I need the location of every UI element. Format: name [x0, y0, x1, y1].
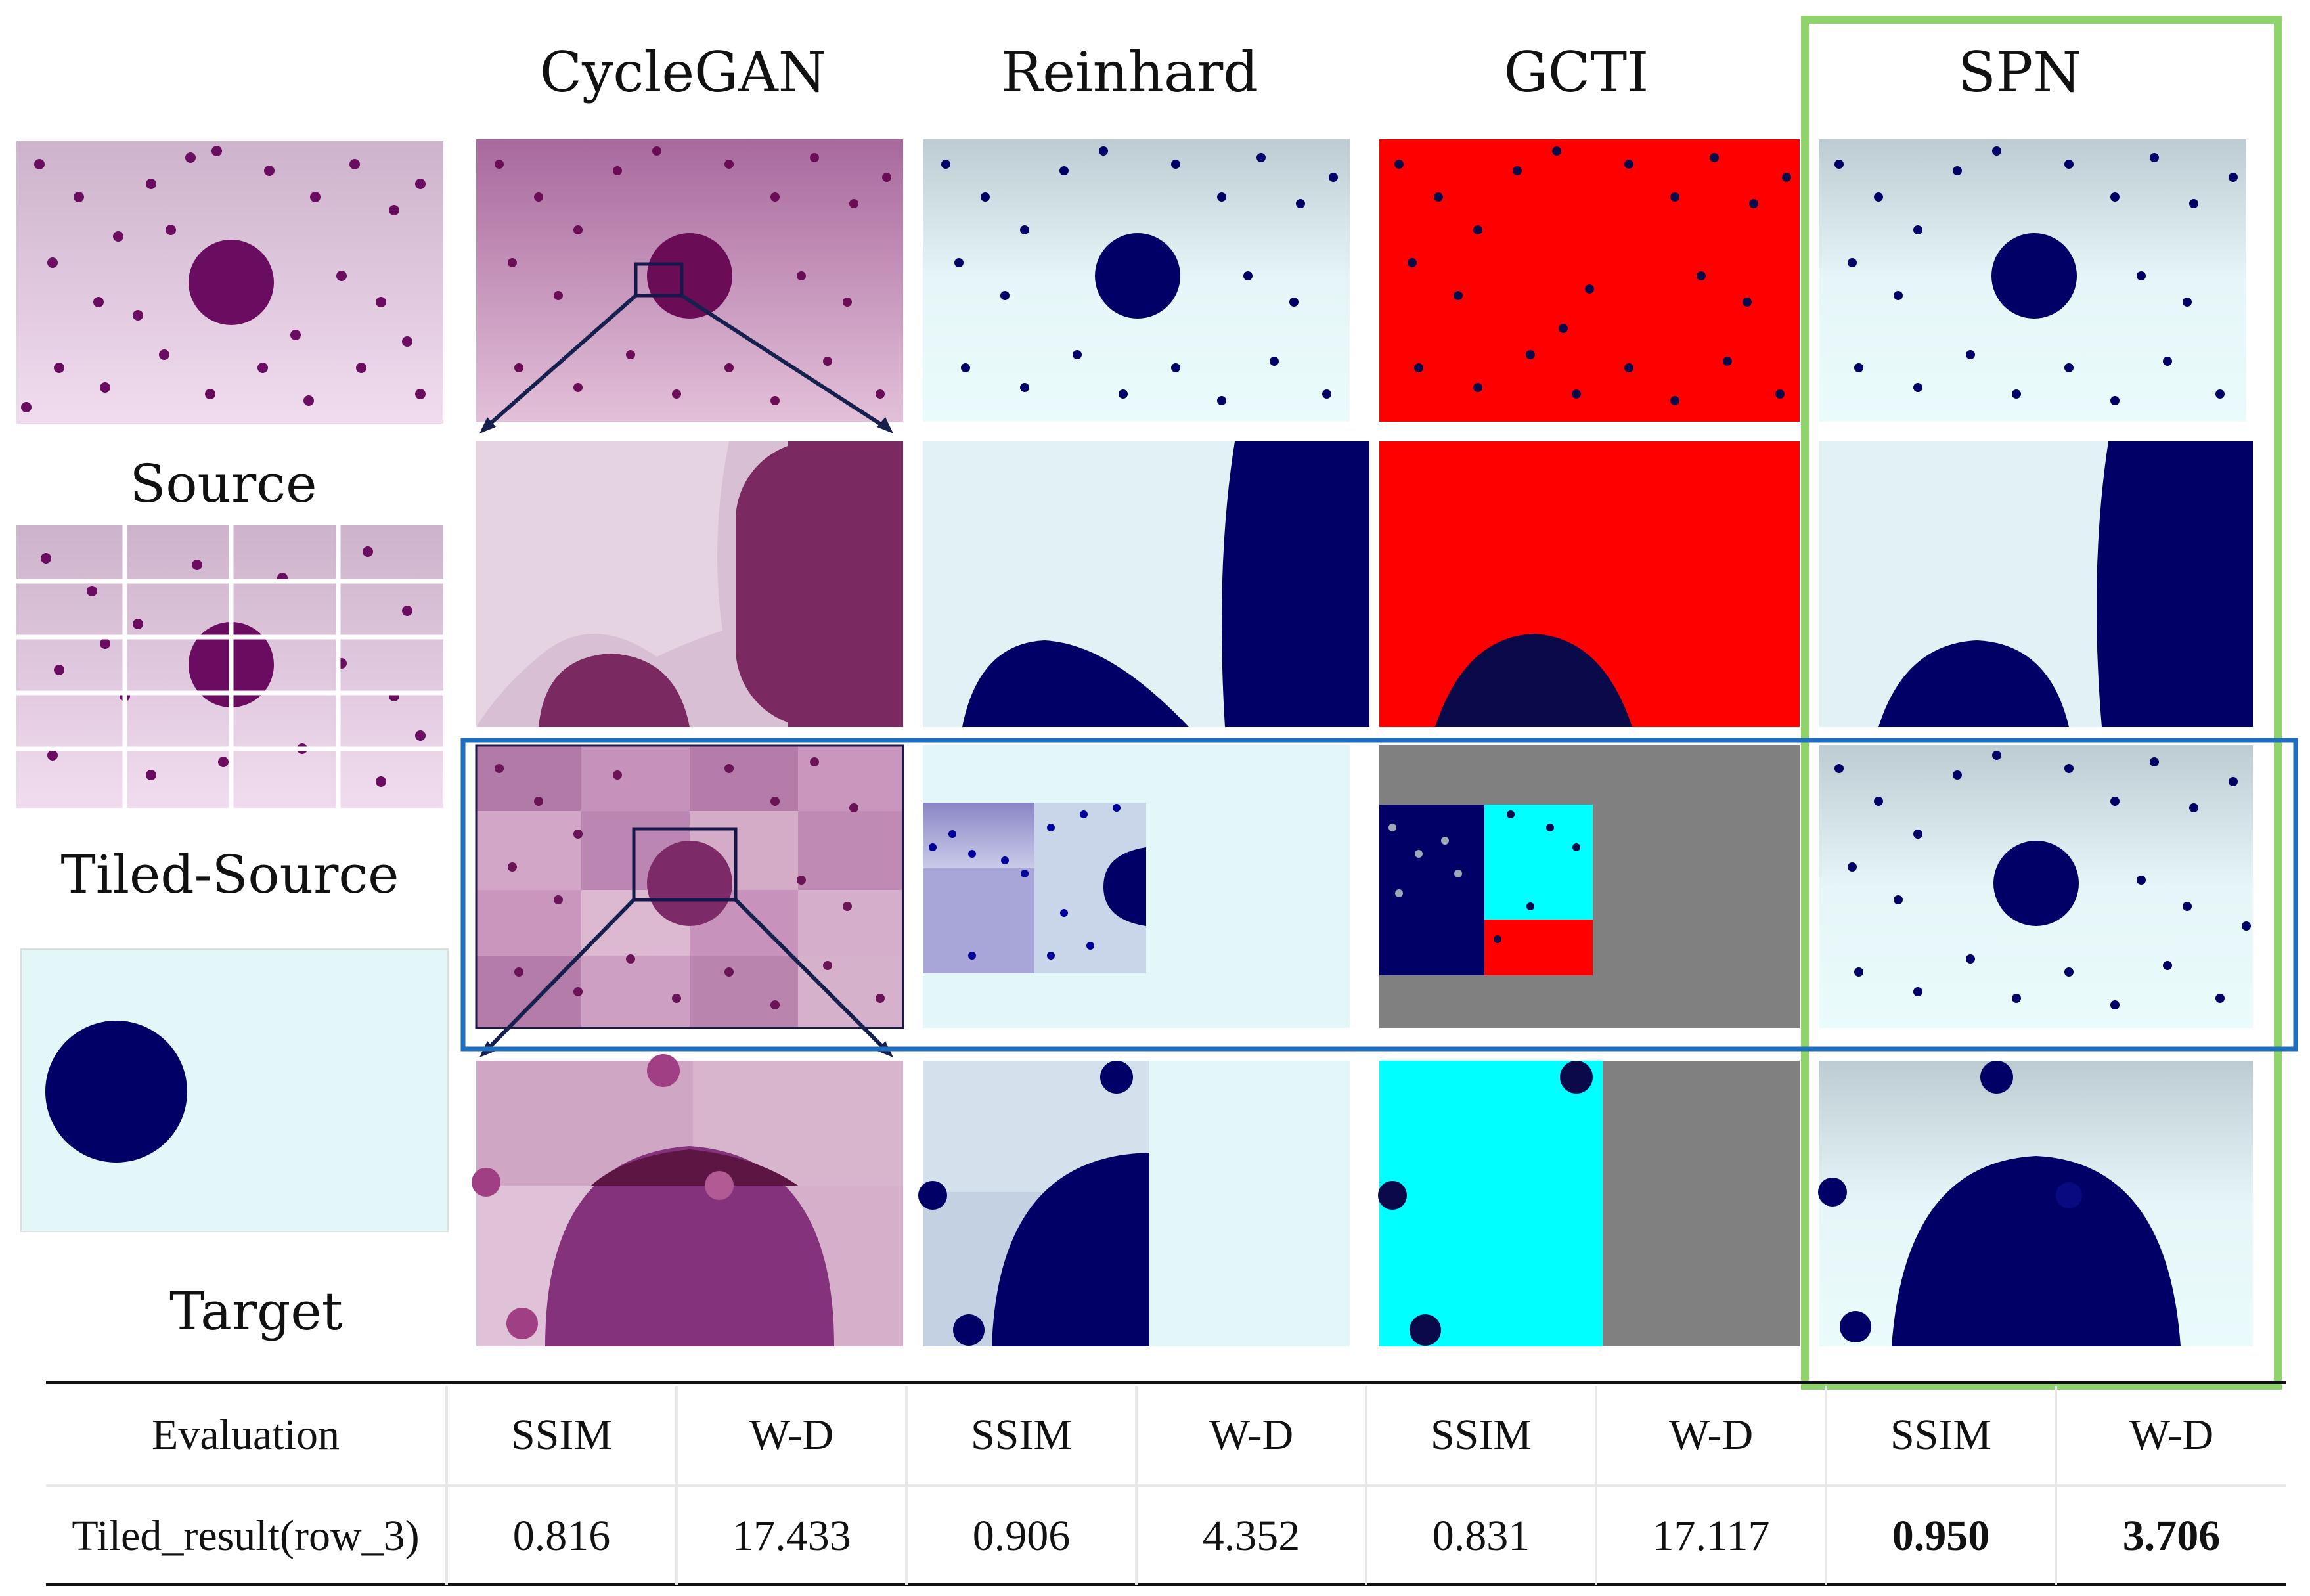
target-image [20, 948, 449, 1232]
reinhard-row2-zoom [923, 441, 1369, 727]
label-tiled-source: Tiled-Source [60, 844, 399, 905]
column-title-gcti: GCTI [1353, 26, 1800, 118]
column-title-reinhard: Reinhard [906, 26, 1353, 118]
cyclegan-wd-value: 17.433 [677, 1486, 908, 1585]
spn-row4-zoom [1818, 1061, 2253, 1346]
source-image [16, 141, 443, 424]
reinhard-row3-tiled [923, 745, 1350, 1028]
header-reinhard-ssim: SSIM [906, 1386, 1138, 1487]
header-gcti-ssim: SSIM [1366, 1386, 1597, 1487]
label-target: Target [169, 1281, 343, 1342]
spn-row3-tiled [1819, 745, 2253, 1028]
gcti-wd-value: 17.117 [1596, 1486, 1827, 1585]
tiled-source-image [16, 525, 443, 808]
reinhard-row4-zoom [918, 1061, 1350, 1346]
header-evaluation: Evaluation [46, 1386, 448, 1487]
header-spn-wd: W-D [2056, 1386, 2286, 1487]
header-spn-ssim: SSIM [1826, 1386, 2057, 1487]
source-dots [21, 146, 426, 412]
reinhard-ssim-value: 0.906 [906, 1486, 1138, 1585]
zoom-arrows [481, 294, 892, 1056]
gcti-row3-tiled [1379, 745, 1800, 1028]
column-title-spn: SPN [1813, 26, 2227, 118]
tile-grid-lines [16, 525, 443, 808]
metrics-table: Evaluation SSIM W-D SSIM W-D SSIM W-D SS… [46, 1386, 2286, 1585]
header-cyclegan-wd: W-D [677, 1386, 908, 1487]
reinhard-wd-value: 4.352 [1136, 1486, 1367, 1585]
cyclegan-ssim-value: 0.816 [447, 1486, 678, 1585]
header-cyclegan-ssim: SSIM [447, 1386, 678, 1487]
header-gcti-wd: W-D [1596, 1386, 1827, 1487]
spn-row2-zoom [1819, 441, 2253, 727]
label-source: Source [129, 453, 317, 514]
gcti-ssim-value: 0.831 [1366, 1486, 1597, 1585]
header-reinhard-wd: W-D [1136, 1386, 1367, 1487]
table-result-row: Tiled_result(row_3) 0.816 17.433 0.906 4… [46, 1486, 2286, 1585]
spn-row1 [1819, 139, 2246, 422]
spn-ssim-value: 0.950 [1826, 1486, 2057, 1585]
spn-wd-value: 3.706 [2122, 1512, 2221, 1560]
reinhard-row1 [923, 139, 1350, 422]
gcti-row1 [1379, 139, 1800, 422]
cyclegan-row4-zoom [472, 1054, 903, 1346]
gcti-row4-zoom [1378, 1061, 1800, 1346]
table-top-rule [46, 1381, 2286, 1384]
gcti-row2-zoom [1379, 441, 1800, 727]
cyclegan-row2-zoom [476, 441, 903, 727]
tiled-row-highlight-frame [460, 738, 2298, 1052]
row-label: Tiled_result(row_3) [46, 1486, 448, 1585]
column-title-cyclegan: CycleGAN [460, 26, 906, 118]
table-header-row: Evaluation SSIM W-D SSIM W-D SSIM W-D SS… [46, 1386, 2286, 1487]
cyclegan-row3-tiled [475, 744, 904, 1029]
